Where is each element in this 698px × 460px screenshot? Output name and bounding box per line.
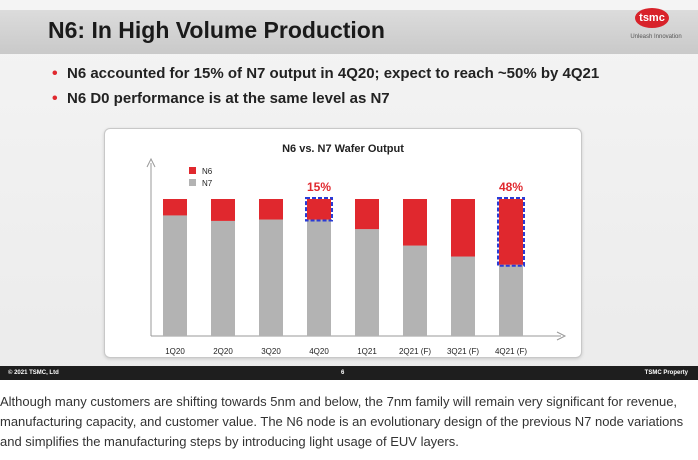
bullet-text: N6 D0 performance is at the same level a… xyxy=(67,90,390,107)
slide-title: N6: In High Volume Production xyxy=(48,17,385,43)
legend-label: N7 xyxy=(202,179,213,188)
x-axis-arrow xyxy=(556,331,567,341)
bullet-dot-icon: • xyxy=(52,90,58,107)
y-axis-arrow xyxy=(146,157,156,168)
bar-n7 xyxy=(307,219,331,336)
bar-n6 xyxy=(355,199,379,230)
bar-n6 xyxy=(403,199,427,246)
legend-swatch xyxy=(189,179,196,186)
highlight-box xyxy=(305,197,333,222)
x-tick-label: 3Q21 (F) xyxy=(447,347,479,356)
bar-n6 xyxy=(499,199,523,265)
bullet-item: • N6 accounted for 15% of N7 output in 4Q… xyxy=(52,64,599,89)
slide: N6: In High Volume Production tsmc Unlea… xyxy=(0,0,698,380)
legend-label: N6 xyxy=(202,167,213,176)
bullet-dot-icon: • xyxy=(52,65,58,82)
title-bar xyxy=(0,10,698,54)
bar-n7 xyxy=(499,264,523,336)
x-tick-label: 2Q21 (F) xyxy=(399,347,431,356)
highlight-box xyxy=(497,197,525,267)
x-tick-label: 1Q20 xyxy=(165,347,185,356)
caption-text: Although many customers are shifting tow… xyxy=(0,394,684,449)
x-tick-label: 1Q21 xyxy=(357,347,377,356)
bar-n7 xyxy=(163,215,187,336)
tsmc-logo-tagline: Unleash Innovation xyxy=(630,34,682,40)
bullet-item: • N6 D0 performance is at the same level … xyxy=(52,89,599,114)
bar-n7 xyxy=(211,220,235,336)
bar-n6 xyxy=(211,199,235,221)
bar-n6 xyxy=(307,199,331,220)
chart-title: N6 vs. N7 Wafer Output xyxy=(282,143,404,155)
bar-n6 xyxy=(259,199,283,220)
x-tick-label: 4Q21 (F) xyxy=(495,347,527,356)
x-tick-label: 4Q20 xyxy=(309,347,329,356)
footer-bar: © 2021 TSMC, Ltd 6 TSMC Property xyxy=(0,366,698,380)
legend-swatch xyxy=(189,167,196,174)
footer-property: TSMC Property xyxy=(644,370,688,376)
data-label: 48% xyxy=(499,180,523,194)
bar-n6 xyxy=(163,199,187,216)
bar-n7 xyxy=(403,245,427,336)
x-tick-label: 3Q20 xyxy=(261,347,281,356)
tsmc-logo: tsmc Unleash Innovation xyxy=(622,6,690,46)
bar-n7 xyxy=(451,256,475,336)
tsmc-logo-mark: tsmc xyxy=(635,8,669,28)
bullet-list: • N6 accounted for 15% of N7 output in 4Q… xyxy=(52,64,599,114)
bar-n7 xyxy=(259,219,283,336)
bar-n6 xyxy=(451,199,475,257)
footer-page-number: 6 xyxy=(341,370,345,376)
footer-copyright: © 2021 TSMC, Ltd xyxy=(8,370,59,376)
bar-n7 xyxy=(355,229,379,336)
x-tick-label: 2Q20 xyxy=(213,347,233,356)
bullet-text: N6 accounted for 15% of N7 output in 4Q2… xyxy=(67,65,600,82)
wafer-output-chart: 1Q20 2Q20 3Q20 4Q20 1Q21 2Q21 (F) 3Q21 (F) 4Q21… xyxy=(146,157,567,356)
chart-panel: N6 vs. N7 Wafer Output 1Q20 2Q20 3Q20 4Q20 1… xyxy=(104,128,582,358)
data-label: 15% xyxy=(307,180,331,194)
